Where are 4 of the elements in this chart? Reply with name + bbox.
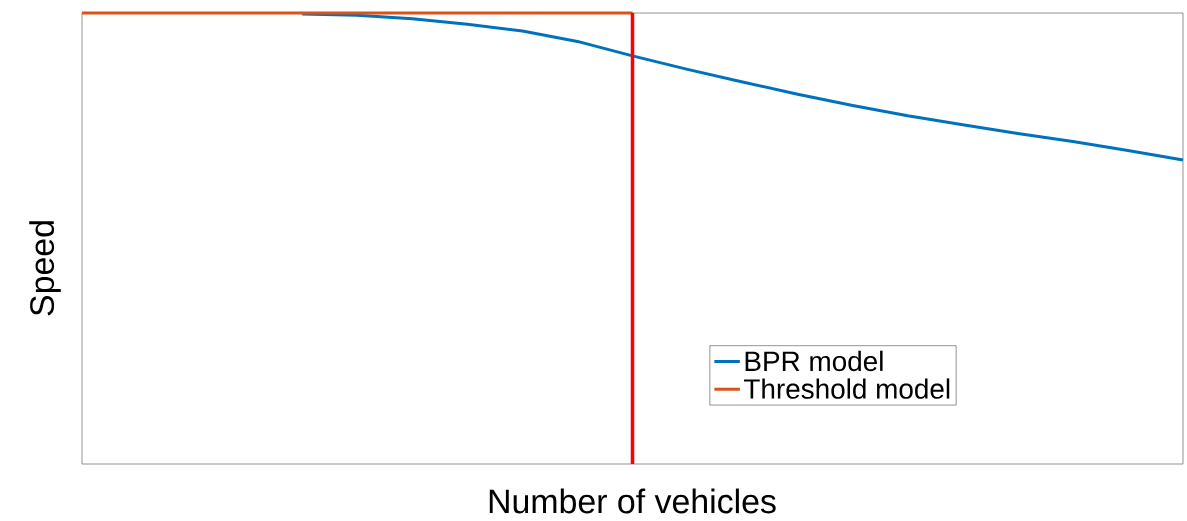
- legend-label: Threshold model: [744, 378, 950, 399]
- legend-label: BPR model: [745, 350, 883, 372]
- y-axis-title: Speed: [29, 221, 61, 316]
- x-axis-title: Number of vehicles: [489, 488, 776, 514]
